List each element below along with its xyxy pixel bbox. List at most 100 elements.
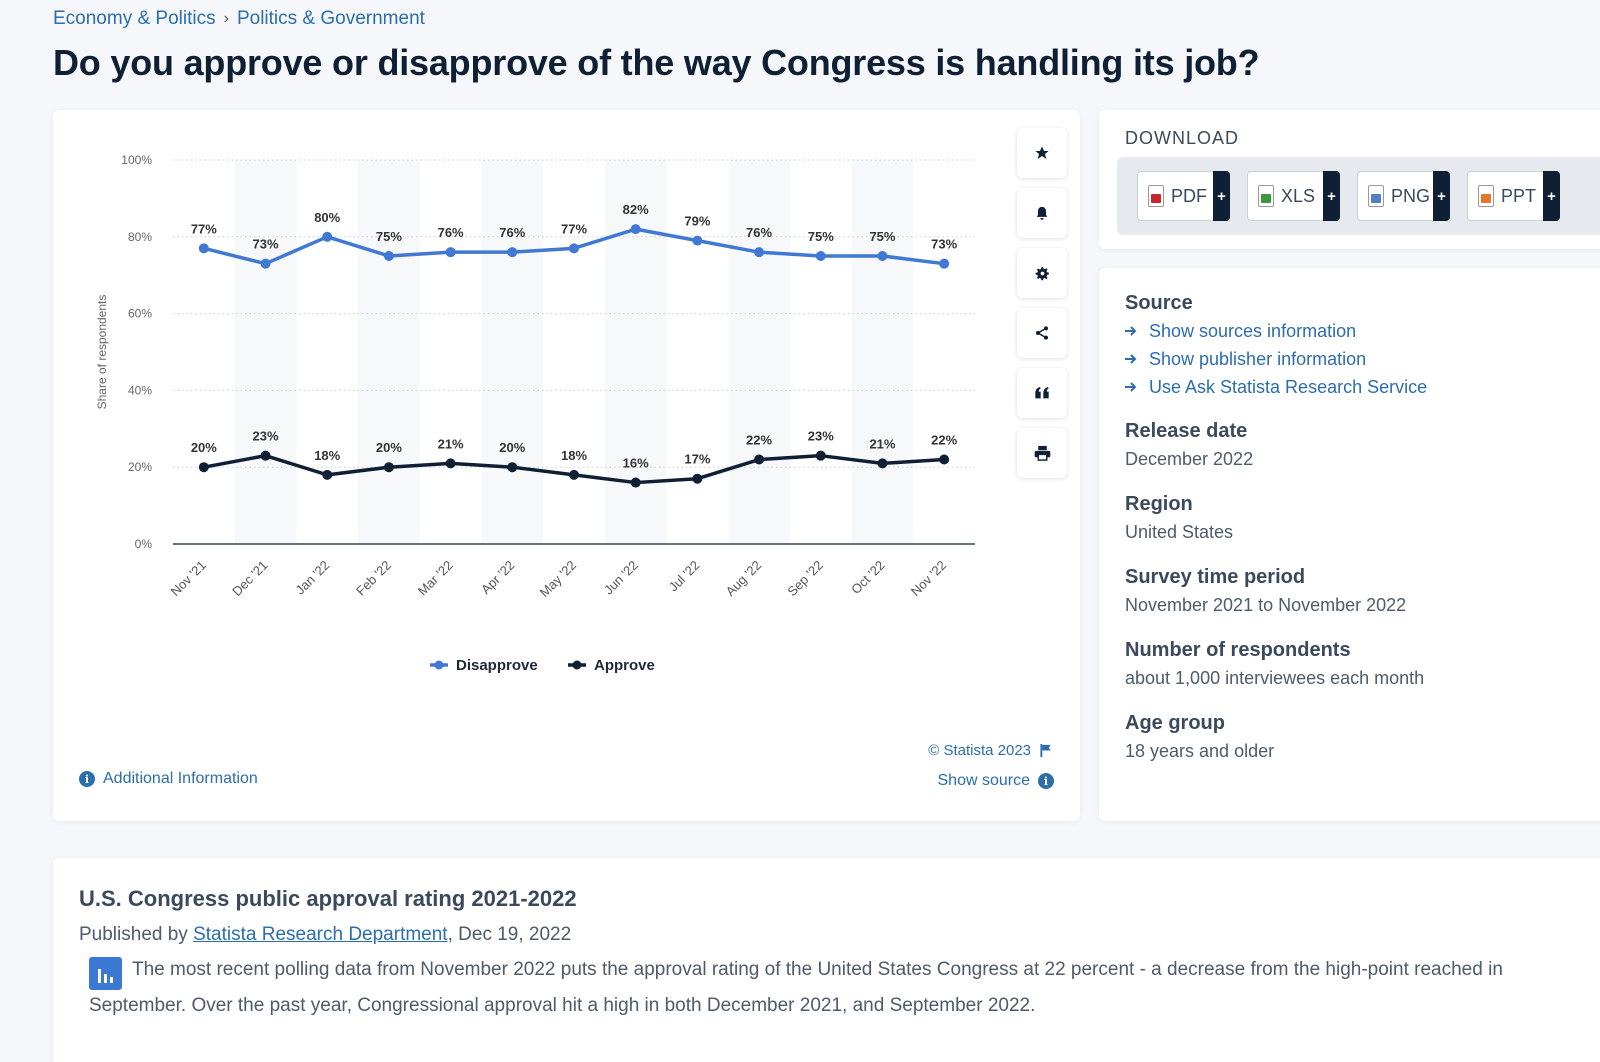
data-point <box>569 469 579 480</box>
breadcrumb-economy-politics[interactable]: Economy & Politics <box>53 8 216 29</box>
data-label: 75% <box>376 229 402 244</box>
data-label: 23% <box>808 429 834 444</box>
x-tick-label: Jul '22 <box>666 558 703 595</box>
legend-label: Disapprove <box>456 657 538 674</box>
data-point <box>445 247 456 258</box>
data-label: 73% <box>931 237 957 252</box>
respondents-section: Number of respondents about 1,000 interv… <box>1125 639 1424 689</box>
x-tick-label: Aug '22 <box>723 558 764 599</box>
survey-period-value: November 2021 to November 2022 <box>1125 595 1407 615</box>
additional-information-label: Additional Information <box>103 770 258 787</box>
data-label: 76% <box>499 225 525 240</box>
region-value: United States <box>1125 522 1234 542</box>
survey-period-section: Survey time period November 2021 to Nove… <box>1125 566 1406 616</box>
data-point <box>260 258 271 269</box>
source-section: Source Show sources information Show pub… <box>1125 292 1427 401</box>
y-tick-label: 20% <box>128 460 152 474</box>
print-button[interactable] <box>1017 428 1067 478</box>
data-label: 21% <box>869 436 895 451</box>
data-point <box>445 458 456 469</box>
download-png-button[interactable]: PNG + <box>1357 171 1450 221</box>
publisher-link[interactable]: Statista Research Department <box>193 924 448 945</box>
data-label: 23% <box>253 429 279 444</box>
data-label: 18% <box>561 448 587 463</box>
show-publisher-label: Show publisher information <box>1149 348 1367 369</box>
download-ppt-button[interactable]: PPT + <box>1467 171 1560 221</box>
published-prefix: Published by <box>79 924 194 945</box>
description-text-block: The most recent polling data from Novemb… <box>89 954 1529 1021</box>
data-point <box>260 450 271 461</box>
additional-information-link[interactable]: i Additional Information <box>79 770 258 788</box>
x-tick-label: Nov '22 <box>908 558 949 599</box>
data-point <box>198 243 209 254</box>
gear-icon <box>1035 266 1049 280</box>
download-pdf-button[interactable]: PDF + <box>1137 171 1230 221</box>
data-label: 18% <box>314 448 340 463</box>
flag-icon <box>1040 744 1051 757</box>
column-band <box>851 160 914 544</box>
settings-button[interactable] <box>1017 248 1067 298</box>
x-tick-label: Mar '22 <box>415 558 456 599</box>
show-publisher-link[interactable]: Show publisher information <box>1125 345 1427 373</box>
arrow-right-icon <box>1125 326 1137 336</box>
arrow-right-icon <box>1125 382 1137 392</box>
release-date-value: December 2022 <box>1125 449 1254 469</box>
data-point <box>630 477 641 488</box>
info-icon: i <box>1038 773 1054 789</box>
y-tick-label: 60% <box>128 307 152 321</box>
ppt-file-icon <box>1478 185 1494 207</box>
legend-marker <box>572 660 582 670</box>
x-tick-label: Sep '22 <box>784 558 825 599</box>
cite-button[interactable] <box>1017 368 1067 418</box>
age-group-label: Age group <box>1125 712 1225 734</box>
data-label: 75% <box>869 229 895 244</box>
data-label: 16% <box>623 456 649 471</box>
chart-card: 0% 20% 40% 60% 80% 100% Share of respondents No… <box>53 110 1080 821</box>
data-point <box>630 224 641 235</box>
plus-icon: + <box>1543 171 1560 221</box>
show-sources-link[interactable]: Show sources information <box>1125 317 1427 345</box>
x-tick-label: Feb '22 <box>353 558 394 599</box>
data-point <box>692 235 703 246</box>
description-title: U.S. Congress public approval rating 202… <box>79 886 577 911</box>
ask-research-service-label: Use Ask Statista Research Service <box>1149 376 1428 397</box>
share-button[interactable] <box>1017 308 1067 358</box>
download-card: DOWNLOAD PDF + XLS + PNG + PPT + <box>1099 110 1600 249</box>
notification-button[interactable] <box>1017 188 1067 238</box>
description-text: The most recent polling data from Novemb… <box>89 959 1503 1016</box>
show-source-link[interactable]: Show source i <box>938 772 1054 790</box>
data-point <box>815 450 826 461</box>
ask-research-service-link[interactable]: Use Ask Statista Research Service <box>1125 373 1427 401</box>
share-icon <box>1036 326 1048 340</box>
favorite-button[interactable] <box>1017 128 1067 178</box>
x-tick-label: May '22 <box>537 558 580 601</box>
statistic-details-card: Source Show sources information Show pub… <box>1099 268 1600 821</box>
column-band <box>728 160 790 544</box>
respondents-label: Number of respondents <box>1125 639 1351 661</box>
xls-file-icon <box>1258 185 1274 207</box>
info-icon: i <box>79 771 95 787</box>
y-tick-label: 80% <box>128 230 152 244</box>
download-xls-button[interactable]: XLS + <box>1247 171 1340 221</box>
x-tick-label: Jun '22 <box>601 558 641 598</box>
data-label: 22% <box>931 433 957 448</box>
age-group-section: Age group 18 years and older <box>1125 712 1274 762</box>
release-date-label: Release date <box>1125 420 1248 442</box>
data-point <box>692 473 703 484</box>
y-tick-label: 100% <box>121 153 152 167</box>
data-label: 17% <box>684 452 710 467</box>
age-group-value: 18 years and older <box>1125 741 1275 761</box>
quote-icon <box>1035 387 1049 399</box>
data-point <box>383 251 394 261</box>
y-tick-label: 0% <box>135 537 153 551</box>
respondents-value: about 1,000 interviewees each month <box>1125 668 1425 688</box>
plus-icon: + <box>1323 171 1340 221</box>
y-tick-label: 40% <box>128 383 152 397</box>
data-label: 20% <box>191 440 217 455</box>
download-png-label: PNG <box>1391 185 1431 206</box>
breadcrumb-politics-government[interactable]: Politics & Government <box>236 8 425 29</box>
y-axis-label: Share of respondents <box>95 295 109 410</box>
print-icon <box>1034 445 1050 461</box>
data-point <box>507 462 518 473</box>
